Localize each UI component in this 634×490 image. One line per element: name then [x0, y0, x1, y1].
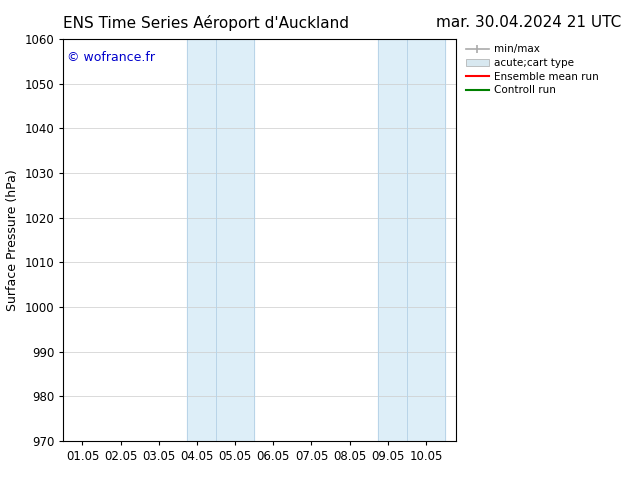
Bar [378, 39, 407, 441]
Text: © wofrance.fr: © wofrance.fr [67, 51, 155, 64]
Bar [188, 39, 216, 441]
Bar [407, 39, 445, 441]
Y-axis label: Surface Pressure (hPa): Surface Pressure (hPa) [6, 169, 19, 311]
Text: mar. 30.04.2024 21 UTC: mar. 30.04.2024 21 UTC [436, 15, 621, 30]
Legend: min/max, acute;cart type, Ensemble mean run, Controll run: min/max, acute;cart type, Ensemble mean … [465, 45, 598, 96]
Text: ENS Time Series Aéroport d'Auckland: ENS Time Series Aéroport d'Auckland [63, 15, 349, 31]
Bar [216, 39, 254, 441]
